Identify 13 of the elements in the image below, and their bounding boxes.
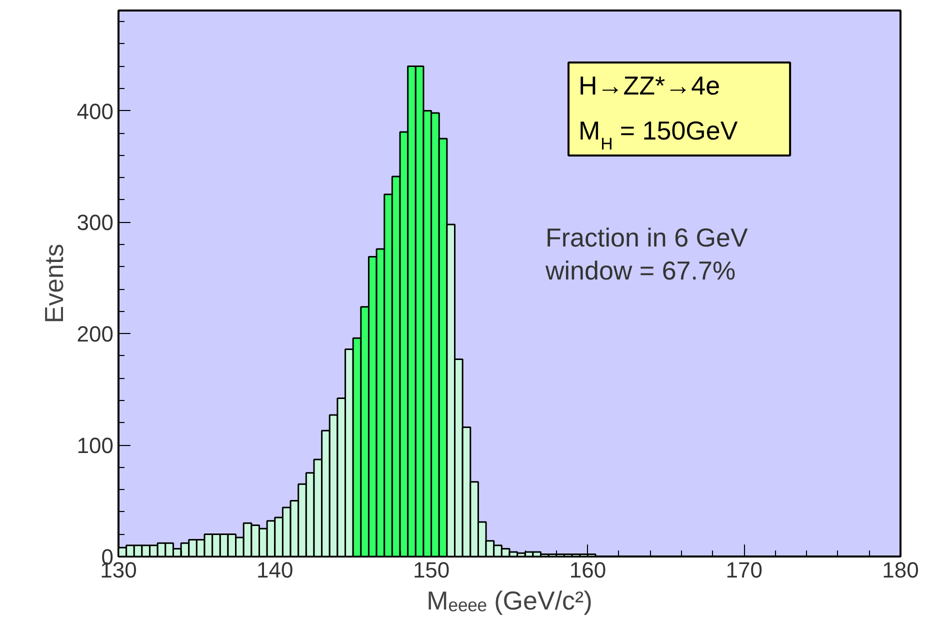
y-axis-title: Events — [38, 244, 69, 324]
x-tick-label: 150 — [412, 558, 450, 582]
x-tick-label: 170 — [726, 558, 762, 582]
annotation: Fraction in 6 GeV window = 67.7% — [544, 222, 748, 286]
x-tick-label: 180 — [882, 558, 919, 582]
x-tick-label: 160 — [569, 558, 606, 582]
y-tick-label: 100 — [76, 433, 114, 458]
x-axis-title: Mₑₑₑₑ (GeV/c²) — [426, 586, 592, 616]
y-tick-label: 300 — [76, 210, 114, 236]
annotation: H→ZZ*→4e — [578, 70, 720, 100]
x-tick-label: 140 — [256, 558, 294, 582]
y-tick-label: 200 — [76, 322, 114, 347]
y-tick-label: 400 — [76, 98, 114, 124]
